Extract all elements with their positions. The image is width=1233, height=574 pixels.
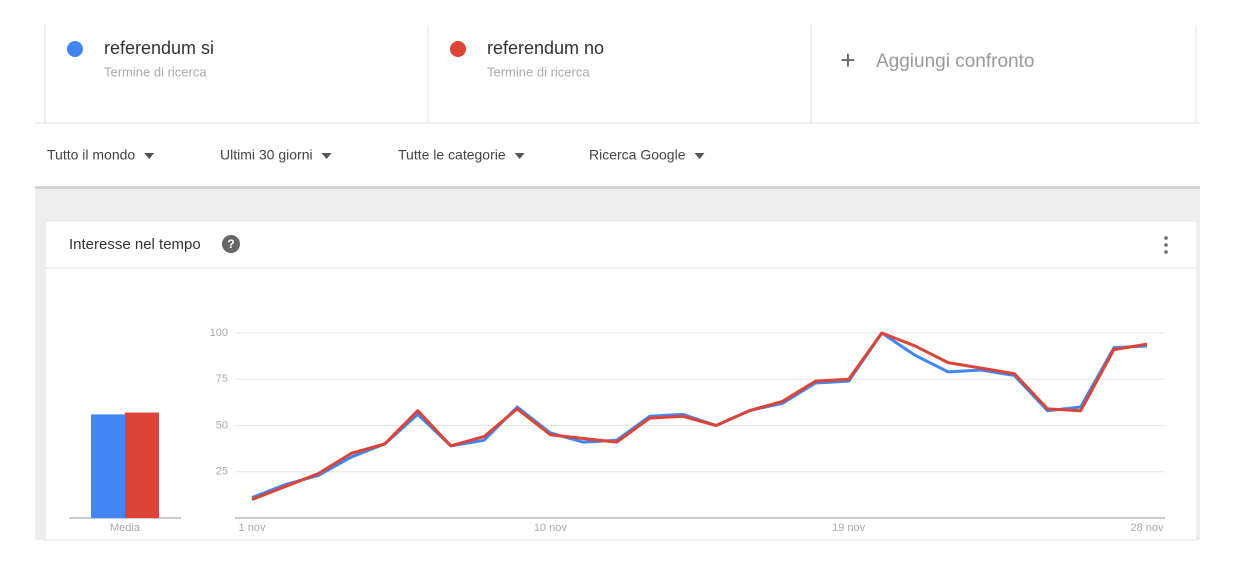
menu-dot[interactable] xyxy=(1164,236,1168,240)
legend-subtitle: Termine di ricerca xyxy=(487,64,590,79)
card xyxy=(44,220,1198,541)
menu-dot[interactable] xyxy=(1164,243,1168,247)
legend-term[interactable]: referendum no xyxy=(487,38,604,58)
y-tick-label: 100 xyxy=(210,327,228,339)
add-compare[interactable]: Aggiungi confronto xyxy=(876,51,1034,72)
x-tick-label: 10 nov xyxy=(534,522,568,534)
dropdown-arrow xyxy=(514,153,525,159)
average-bar xyxy=(91,414,125,518)
menu-dot[interactable] xyxy=(1164,250,1168,254)
help-icon[interactable] xyxy=(222,235,240,253)
average-label: Media xyxy=(110,522,141,534)
y-tick-label: 50 xyxy=(216,419,228,431)
filter[interactable]: Tutto il mondo xyxy=(47,147,135,163)
filter[interactable]: Tutte le categorie xyxy=(398,147,506,163)
x-tick-label: 1 nov xyxy=(239,522,266,534)
legend-dot xyxy=(67,41,83,57)
filter[interactable]: Ultimi 30 giorni xyxy=(220,147,313,163)
help-icon-mark: ? xyxy=(227,237,234,251)
plus-icon[interactable]: + xyxy=(840,45,855,75)
dropdown-arrow xyxy=(321,153,332,159)
x-tick-label: 19 nov xyxy=(832,522,866,534)
series-line xyxy=(251,331,1148,501)
y-tick-label: 25 xyxy=(216,466,228,478)
legend-dot xyxy=(450,41,466,57)
y-tick-label: 75 xyxy=(216,373,228,385)
dropdown-arrow xyxy=(144,153,155,159)
card-title: Interesse nel tempo xyxy=(69,236,201,253)
legend-term[interactable]: referendum si xyxy=(104,38,214,58)
legend-subtitle: Termine di ricerca xyxy=(104,64,207,79)
average-bar xyxy=(125,412,159,518)
shadow xyxy=(35,186,1200,189)
filter[interactable]: Ricerca Google xyxy=(589,147,686,163)
x-tick-label: 28 nov xyxy=(1130,522,1164,534)
dropdown-arrow xyxy=(694,153,705,159)
